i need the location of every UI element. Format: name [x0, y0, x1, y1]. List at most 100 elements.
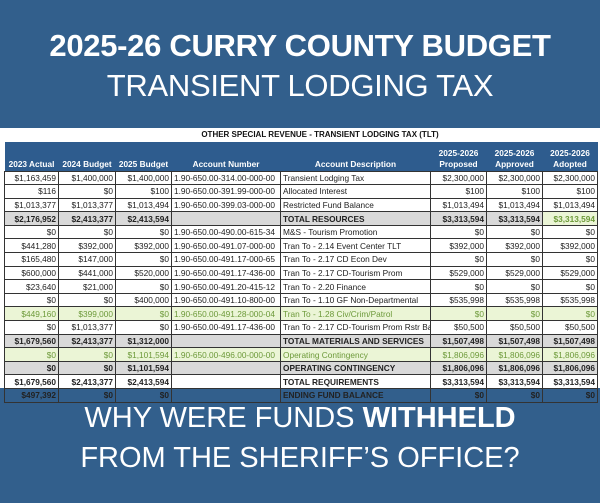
table-cell: $0 — [542, 224, 598, 240]
table-row: $600,000 $441,000 $520,000 1.90-650.00-491.… — [4, 265, 598, 281]
table-cell: $0 — [115, 388, 172, 403]
table-cell: $1,013,494 — [486, 197, 543, 213]
table-cell: $100 — [115, 184, 172, 199]
table-cell: $1,013,494 — [542, 197, 598, 213]
table-cell: $100 — [486, 184, 543, 199]
table-cell: $0 — [115, 224, 172, 240]
table-cell: $449,160 — [4, 306, 59, 322]
table-cell: $535,998 — [542, 292, 598, 308]
table-row: $497,392 $0 $0 ENDING FUND BALANCE $0 $0 $0 — [4, 388, 598, 403]
table-row: $2,176,952 $2,413,377 $2,413,594 TOTAL RESO… — [4, 211, 598, 226]
table-row: $1,163,459 $1,400,000 $1,400,000 1.90-650.0… — [4, 170, 598, 186]
table-cell: $1,806,096 — [430, 347, 487, 362]
table-cell: $3,313,594 — [542, 374, 598, 389]
table-cell: $0 — [542, 306, 598, 322]
table-cell: $50,500 — [542, 320, 598, 335]
column-header: 2025-2026 Adopted — [542, 142, 598, 171]
table-cell: Tran To - 2.17 CD-Tourism Prom — [280, 265, 431, 281]
table-cell: $21,000 — [58, 279, 116, 294]
table-cell: $441,280 — [4, 238, 59, 254]
table-cell: 1.90-650.00-491.17-000-65 — [171, 252, 281, 267]
table-cell: $0 — [542, 279, 598, 294]
table-cell: 1.90-650.00-491.28-000-04 — [171, 306, 281, 322]
table-cell: $0 — [486, 224, 543, 240]
table-cell: $2,413,377 — [58, 374, 116, 389]
table-row: $0 $1,013,377 $0 1.90-650.00-491.17-436-00 T… — [4, 320, 598, 335]
table-cell: $600,000 — [4, 265, 59, 281]
table-cell: $0 — [4, 360, 59, 376]
table-cell: $1,101,594 — [115, 360, 172, 376]
table-cell: $1,679,560 — [4, 374, 59, 389]
table-cell: $0 — [542, 388, 598, 403]
question-line-2: FROM THE SHERIFF’S OFFICE? — [80, 442, 520, 474]
table-cell: Tran To - 2.14 Event Center TLT — [280, 238, 431, 254]
table-cell: Allocated Interest — [280, 184, 431, 199]
question-text: WHY WERE FUNDS — [84, 402, 363, 434]
table-cell: $50,500 — [486, 320, 543, 335]
table-cell: $441,000 — [58, 265, 116, 281]
table-cell: $1,400,000 — [115, 170, 172, 186]
headline: 2025-26 CURRY COUNTY BUDGET — [49, 28, 551, 63]
table-row: $116 $0 $100 1.90-650.00-391.99-000-00 Alloc… — [4, 184, 598, 199]
table-cell: $392,000 — [542, 238, 598, 254]
table-cell: $2,300,000 — [430, 170, 487, 186]
table-cell: $0 — [430, 224, 487, 240]
table-row: $1,679,560 $2,413,377 $2,413,594 TOTAL REQU… — [4, 374, 598, 389]
column-header: 2025-2026 Approved — [486, 142, 543, 171]
table-cell: $0 — [430, 306, 487, 322]
table-cell: $1,507,498 — [430, 333, 487, 349]
table-cell: $1,806,096 — [430, 360, 487, 376]
table-cell: $1,013,494 — [430, 197, 487, 213]
table-cell: $1,013,377 — [58, 320, 116, 335]
table-cell: $529,000 — [486, 265, 543, 281]
table-cell: TOTAL RESOURCES — [280, 211, 431, 226]
column-header: 2024 Budget — [58, 142, 116, 171]
table-cell: $100 — [430, 184, 487, 199]
table-cell: ENDING FUND BALANCE — [280, 388, 431, 403]
table-cell: $0 — [4, 292, 59, 308]
table-cell: 1.90-650.00-496.00-000-00 — [171, 347, 281, 362]
table-cell: Restricted Fund Balance — [280, 197, 431, 213]
table-cell: $2,176,952 — [4, 211, 59, 226]
table-cell: $0 — [58, 292, 116, 308]
table-row: $23,640 $21,000 $0 1.90-650.00-491.20-415-1… — [4, 279, 598, 294]
table-cell: $535,998 — [486, 292, 543, 308]
table-cell — [171, 211, 281, 226]
table-cell: $2,413,594 — [115, 211, 172, 226]
table-cell: $529,000 — [430, 265, 487, 281]
table-cell: M&S - Tourism Promotion — [280, 224, 431, 240]
table-row: $0 $0 $1,101,594 OPERATING CONTINGENCY $1,80… — [4, 360, 598, 376]
table-cell: $392,000 — [58, 238, 116, 254]
budget-table: 2023 Actual 2024 Budget 2025 Budget Account… — [4, 142, 598, 403]
table-header-row: 2023 Actual 2024 Budget 2025 Budget Account… — [4, 142, 598, 171]
table-cell: $1,312,000 — [115, 333, 172, 349]
table-cell: $1,806,096 — [486, 360, 543, 376]
table-cell: Tran To - 1.10 GF Non-Departmental — [280, 292, 431, 308]
table-cell: $100 — [542, 184, 598, 199]
column-header: 2025 Budget — [115, 142, 172, 171]
table-cell: $520,000 — [115, 265, 172, 281]
table-cell: $0 — [430, 388, 487, 403]
table-cell: $3,313,594 — [486, 211, 543, 226]
table-row: $165,480 $147,000 $0 1.90-650.00-491.17-000… — [4, 252, 598, 267]
table-row: $0 $0 $1,101,594 1.90-650.00-496.00-000-00 O… — [4, 347, 598, 362]
table-cell: 1.90-650.00-391.99-000-00 — [171, 184, 281, 199]
table-cell — [171, 388, 281, 403]
question-line-1: WHY WERE FUNDS WITHHELD — [0, 402, 600, 435]
table-cell — [171, 333, 281, 349]
table-cell: $392,000 — [486, 238, 543, 254]
table-cell: $1,013,377 — [4, 197, 59, 213]
table-cell: $0 — [4, 347, 59, 362]
table-cell: $1,400,000 — [58, 170, 116, 186]
table-cell: $116 — [4, 184, 59, 199]
table-row: $449,160 $399,000 $0 1.90-650.00-491.28-000… — [4, 306, 598, 322]
table-cell: $1,507,498 — [486, 333, 543, 349]
table-row: $1,013,377 $1,013,377 $1,013,494 1.90-650.0… — [4, 197, 598, 213]
table-cell: Tran To - 2.20 Finance — [280, 279, 431, 294]
table-row: $441,280 $392,000 $392,000 1.90-650.00-491.… — [4, 238, 598, 254]
table-cell: $0 — [4, 224, 59, 240]
table-cell: 1.90-650.00-491.17-436-00 — [171, 320, 281, 335]
table-cell: $0 — [58, 224, 116, 240]
table-cell: $2,300,000 — [542, 170, 598, 186]
table-cell: $0 — [115, 306, 172, 322]
